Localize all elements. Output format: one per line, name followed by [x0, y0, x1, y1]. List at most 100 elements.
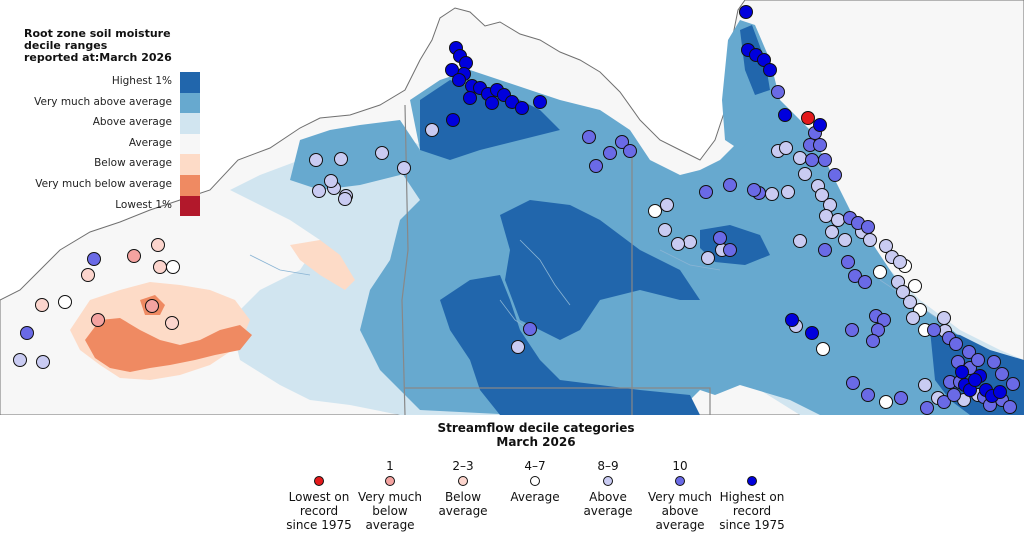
station-marker-above[interactable]: [819, 209, 833, 223]
station-marker-average[interactable]: [58, 295, 72, 309]
station-marker-very-much-above[interactable]: [995, 367, 1009, 381]
station-marker-above[interactable]: [397, 161, 411, 175]
station-marker-record-high[interactable]: [739, 5, 753, 19]
station-marker-very-much-above[interactable]: [861, 388, 875, 402]
station-marker-above[interactable]: [937, 311, 951, 325]
station-marker-above[interactable]: [863, 233, 877, 247]
station-marker-record-high[interactable]: [778, 108, 792, 122]
station-marker-very-much-above[interactable]: [920, 401, 934, 415]
station-marker-record-high[interactable]: [805, 326, 819, 340]
station-marker-above[interactable]: [825, 225, 839, 239]
station-marker-very-much-above[interactable]: [623, 144, 637, 158]
station-marker-above[interactable]: [309, 153, 323, 167]
station-marker-below[interactable]: [165, 316, 179, 330]
station-marker-very-much-above[interactable]: [813, 138, 827, 152]
station-marker-very-much-above[interactable]: [589, 159, 603, 173]
station-marker-record-high[interactable]: [533, 95, 547, 109]
station-marker-record-high[interactable]: [446, 113, 460, 127]
station-marker-average[interactable]: [166, 260, 180, 274]
station-marker-above[interactable]: [334, 152, 348, 166]
station-marker-above[interactable]: [324, 174, 338, 188]
station-marker-very-much-above[interactable]: [523, 322, 537, 336]
station-marker-above[interactable]: [798, 167, 812, 181]
station-marker-record-high[interactable]: [785, 313, 799, 327]
station-marker-very-much-above[interactable]: [87, 252, 101, 266]
station-marker-very-much-above[interactable]: [818, 243, 832, 257]
station-marker-below[interactable]: [153, 260, 167, 274]
station-marker-above[interactable]: [793, 234, 807, 248]
station-marker-very-much-above[interactable]: [615, 135, 629, 149]
station-marker-very-much-above[interactable]: [937, 395, 951, 409]
station-marker-record-high[interactable]: [445, 63, 459, 77]
station-marker-above[interactable]: [906, 311, 920, 325]
station-marker-very-much-above[interactable]: [949, 337, 963, 351]
station-marker-above[interactable]: [658, 223, 672, 237]
station-marker-average[interactable]: [648, 204, 662, 218]
station-marker-record-high[interactable]: [955, 365, 969, 379]
station-marker-above[interactable]: [683, 235, 697, 249]
station-marker-very-much-above[interactable]: [582, 130, 596, 144]
station-marker-very-much-above[interactable]: [818, 153, 832, 167]
station-marker-very-much-above[interactable]: [828, 168, 842, 182]
station-marker-above[interactable]: [838, 233, 852, 247]
station-marker-above[interactable]: [879, 239, 893, 253]
station-marker-very-much-above[interactable]: [771, 85, 785, 99]
station-marker-record-high[interactable]: [515, 101, 529, 115]
station-marker-very-much-above[interactable]: [20, 326, 34, 340]
station-marker-record-high[interactable]: [452, 73, 466, 87]
station-marker-very-much-above[interactable]: [962, 345, 976, 359]
map-area[interactable]: Root zone soil moisture decile ranges re…: [0, 0, 1024, 415]
station-marker-record-high[interactable]: [968, 373, 982, 387]
station-marker-above[interactable]: [793, 151, 807, 165]
station-marker-very-much-above[interactable]: [603, 146, 617, 160]
station-marker-above[interactable]: [815, 188, 829, 202]
station-marker-above[interactable]: [903, 295, 917, 309]
station-marker-above[interactable]: [36, 355, 50, 369]
station-marker-very-much-below[interactable]: [145, 299, 159, 313]
station-marker-very-much-below[interactable]: [127, 249, 141, 263]
station-marker-above[interactable]: [896, 285, 910, 299]
station-marker-very-much-above[interactable]: [846, 376, 860, 390]
station-marker-above[interactable]: [425, 123, 439, 137]
station-marker-very-much-above[interactable]: [845, 323, 859, 337]
map-canvas[interactable]: [0, 0, 1024, 415]
station-marker-record-high[interactable]: [485, 96, 499, 110]
station-marker-very-much-above[interactable]: [971, 353, 985, 367]
station-marker-above[interactable]: [660, 198, 674, 212]
station-marker-above[interactable]: [779, 141, 793, 155]
station-marker-very-much-above[interactable]: [861, 220, 875, 234]
station-marker-very-much-above[interactable]: [1003, 400, 1017, 414]
station-marker-above[interactable]: [312, 184, 326, 198]
station-marker-above[interactable]: [893, 255, 907, 269]
station-marker-record-low[interactable]: [801, 111, 815, 125]
station-marker-below[interactable]: [35, 298, 49, 312]
station-marker-below[interactable]: [151, 238, 165, 252]
station-marker-above[interactable]: [375, 146, 389, 160]
station-marker-above[interactable]: [511, 340, 525, 354]
station-marker-below[interactable]: [81, 268, 95, 282]
station-marker-average[interactable]: [816, 342, 830, 356]
station-marker-record-high[interactable]: [813, 118, 827, 132]
station-marker-very-much-above[interactable]: [947, 388, 961, 402]
station-marker-very-much-above[interactable]: [713, 231, 727, 245]
station-marker-record-high[interactable]: [993, 385, 1007, 399]
station-marker-very-much-above[interactable]: [723, 243, 737, 257]
station-marker-very-much-above[interactable]: [866, 334, 880, 348]
station-marker-average[interactable]: [879, 395, 893, 409]
station-marker-above[interactable]: [831, 213, 845, 227]
station-marker-very-much-below[interactable]: [91, 313, 105, 327]
station-marker-very-much-above[interactable]: [841, 255, 855, 269]
station-marker-above[interactable]: [338, 192, 352, 206]
station-marker-above[interactable]: [781, 185, 795, 199]
station-marker-above[interactable]: [671, 237, 685, 251]
station-marker-average[interactable]: [873, 265, 887, 279]
station-marker-very-much-above[interactable]: [747, 183, 761, 197]
station-marker-very-much-above[interactable]: [987, 355, 1001, 369]
station-marker-above[interactable]: [765, 187, 779, 201]
station-marker-very-much-above[interactable]: [1006, 377, 1020, 391]
station-marker-very-much-above[interactable]: [894, 391, 908, 405]
station-marker-record-high[interactable]: [763, 63, 777, 77]
station-marker-very-much-above[interactable]: [805, 153, 819, 167]
station-marker-above[interactable]: [13, 353, 27, 367]
station-marker-above[interactable]: [701, 251, 715, 265]
